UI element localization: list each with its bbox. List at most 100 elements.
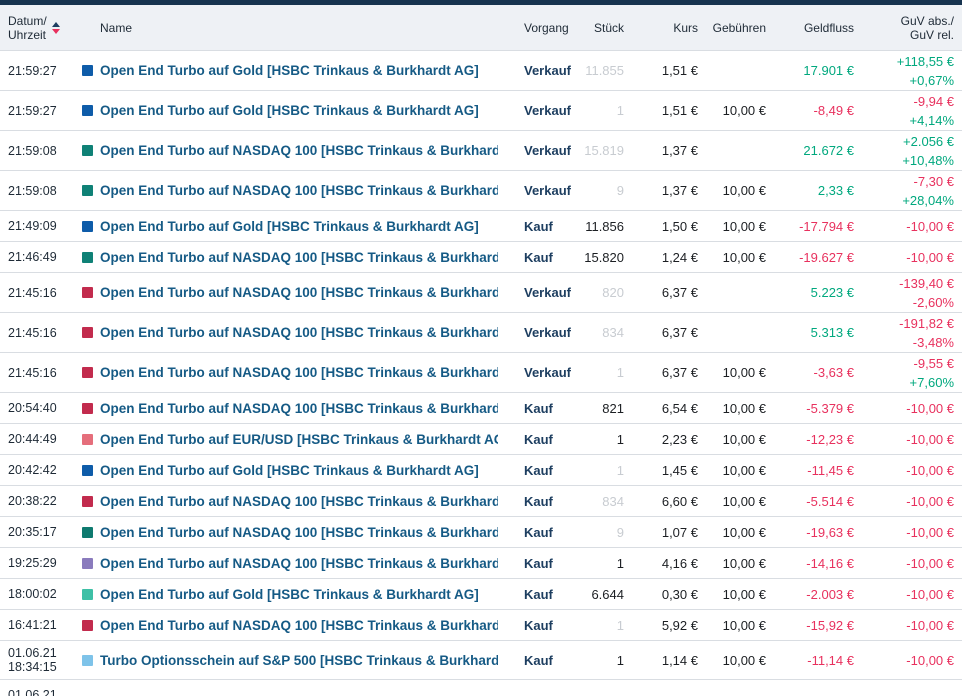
- price-value: 5,92 €: [661, 617, 698, 633]
- fees-value: 10,00 €: [722, 462, 766, 478]
- pnl-absolute: -10,00 €: [906, 586, 954, 602]
- instrument-cell[interactable]: Open End Turbo auf NASDAQ 100 [HSBC Trin…: [78, 494, 498, 509]
- price-value: 6,37 €: [661, 325, 698, 340]
- pnl-absolute: -10,00 €: [906, 249, 954, 265]
- price-value: 1,14 €: [661, 652, 698, 668]
- transaction-type: Kauf: [524, 218, 553, 234]
- column-header-geldfluss[interactable]: Geldfluss: [803, 20, 854, 35]
- instrument-cell[interactable]: Open End Turbo auf NASDAQ 100 [HSBC Trin…: [78, 143, 498, 158]
- quantity-value: 11.856: [585, 218, 624, 234]
- transactions-table-body: 21:59:27 Open End Turbo auf Gold [HSBC T…: [0, 51, 962, 696]
- price-value: 1,37 €: [661, 143, 698, 158]
- instrument-cell[interactable]: Open End Turbo auf NASDAQ 100 [HSBC Trin…: [78, 401, 498, 416]
- transaction-row[interactable]: 21:49:09 Open End Turbo auf Gold [HSBC T…: [0, 211, 962, 242]
- price-value: 1,24 €: [661, 249, 698, 265]
- pnl-cell: -7,30 € +28,04%: [856, 172, 962, 210]
- pnl-cell: -9,94 € +4,14%: [856, 92, 962, 130]
- instrument-color-icon: [82, 619, 93, 631]
- column-header-vorgang[interactable]: Vorgang: [524, 20, 569, 35]
- transaction-row[interactable]: 21:45:16 Open End Turbo auf NASDAQ 100 […: [0, 353, 962, 393]
- sort-descending-icon: [51, 28, 60, 34]
- instrument-cell[interactable]: Open End Turbo auf NASDAQ 100 [HSBC Trin…: [78, 618, 498, 633]
- pnl-absolute: -10,00 €: [906, 400, 954, 416]
- quantity-value: 1: [616, 555, 624, 571]
- quantity-value: 820: [602, 285, 624, 300]
- instrument-cell[interactable]: Open End Turbo auf NASDAQ 100 [HSBC Trin…: [78, 250, 498, 265]
- instrument-color-icon: [82, 402, 93, 414]
- instrument-cell[interactable]: Open End Turbo auf NASDAQ 100 [HSBC Trin…: [78, 556, 498, 571]
- transaction-type: Verkauf: [524, 285, 571, 300]
- instrument-color-icon: [82, 105, 93, 116]
- transaction-datetime: 20:54:40: [8, 401, 57, 415]
- column-header-guv[interactable]: GuV abs./GuV rel.: [900, 13, 954, 42]
- transaction-datetime: 01.06.21: [8, 688, 57, 696]
- instrument-cell[interactable]: Open End Turbo auf NASDAQ 100 [HSBC Trin…: [78, 325, 498, 340]
- instrument-color-icon: [82, 251, 93, 263]
- fees-value: 10,00 €: [722, 652, 766, 668]
- transaction-row[interactable]: 20:38:22 Open End Turbo auf NASDAQ 100 […: [0, 486, 962, 517]
- transaction-row[interactable]: 20:44:49 Open End Turbo auf EUR/USD [HSB…: [0, 424, 962, 455]
- transaction-type: Verkauf: [524, 103, 571, 118]
- column-header-kurs[interactable]: Kurs: [673, 20, 698, 35]
- transaction-type: Kauf: [524, 524, 553, 540]
- column-header-name[interactable]: Name: [100, 20, 133, 35]
- cashflow-value: -14,16 €: [806, 555, 854, 571]
- transaction-row[interactable]: 20:35:17 Open End Turbo auf NASDAQ 100 […: [0, 517, 962, 548]
- instrument-cell[interactable]: Open End Turbo auf Gold [HSBC Trinkaus &…: [78, 103, 498, 118]
- quantity-value: 1: [616, 617, 624, 633]
- column-header-gebuehren[interactable]: Gebühren: [712, 20, 766, 35]
- pnl-absolute: -9,55 €: [913, 355, 954, 371]
- transaction-row[interactable]: 21:45:16 Open End Turbo auf NASDAQ 100 […: [0, 273, 962, 313]
- transaction-type: Verkauf: [524, 325, 571, 340]
- column-header-datum-uhrzeit[interactable]: Datum/Uhrzeit: [0, 14, 78, 42]
- instrument-name: Open End Turbo auf EUR/USD [HSBC Trinkau…: [100, 431, 498, 447]
- instrument-name: Open End Turbo auf NASDAQ 100 [HSBC Trin…: [100, 325, 498, 340]
- pnl-cell: -191,82 € -3,48%: [856, 314, 962, 352]
- quantity-value: 15.820: [584, 249, 624, 265]
- transaction-row[interactable]: 21:59:08 Open End Turbo auf NASDAQ 100 […: [0, 131, 962, 171]
- instrument-cell[interactable]: Open End Turbo auf NASDAQ 100 [HSBC Trin…: [78, 183, 498, 198]
- pnl-cell: -139,40 € -2,60%: [856, 274, 962, 312]
- transaction-row[interactable]: 20:42:42 Open End Turbo auf Gold [HSBC T…: [0, 455, 962, 486]
- instrument-cell[interactable]: Open End Turbo auf NASDAQ 100 [HSBC Trin…: [78, 365, 498, 380]
- pnl-cell: -10,00 €: [856, 651, 962, 670]
- transaction-row[interactable]: 18:00:02 Open End Turbo auf Gold [HSBC T…: [0, 579, 962, 610]
- instrument-name: Open End Turbo auf NASDAQ 100 [HSBC Trin…: [100, 555, 498, 571]
- pnl-relative: +7,60%: [909, 374, 954, 390]
- instrument-cell[interactable]: Turbo Optionsschein auf S&P 500 [HSBC Tr…: [78, 653, 498, 668]
- instrument-cell[interactable]: Open End Turbo auf Gold [HSBC Trinkaus &…: [78, 587, 498, 602]
- transaction-row[interactable]: 01.06.21 18:34:15 Turbo Optionsschein auf…: [0, 641, 962, 680]
- instrument-name: Open End Turbo auf Gold [HSBC Trinkaus &…: [100, 218, 479, 234]
- sort-icon[interactable]: [51, 21, 60, 34]
- transaction-type: Kauf: [524, 652, 553, 668]
- transaction-row[interactable]: 19:25:29 Open End Turbo auf NASDAQ 100 […: [0, 548, 962, 579]
- transaction-row[interactable]: 21:59:08 Open End Turbo auf NASDAQ 100 […: [0, 171, 962, 211]
- quantity-value: 6.644: [591, 586, 624, 602]
- transaction-row[interactable]: 01.06.21: [0, 680, 962, 696]
- instrument-name: Open End Turbo auf NASDAQ 100 [HSBC Trin…: [100, 617, 498, 633]
- transaction-row[interactable]: 16:41:21 Open End Turbo auf NASDAQ 100 […: [0, 610, 962, 641]
- transaction-row[interactable]: 21:45:16 Open End Turbo auf NASDAQ 100 […: [0, 313, 962, 353]
- instrument-cell[interactable]: Open End Turbo auf Gold [HSBC Trinkaus &…: [78, 63, 498, 78]
- pnl-cell: +2.056 € +10,48%: [856, 132, 962, 170]
- price-value: 1,45 €: [661, 462, 698, 478]
- instrument-cell[interactable]: Open End Turbo auf NASDAQ 100 [HSBC Trin…: [78, 285, 498, 300]
- instrument-name: Open End Turbo auf Gold [HSBC Trinkaus &…: [100, 586, 479, 602]
- quantity-value: 11.855: [585, 63, 624, 78]
- pnl-relative: +28,04%: [902, 192, 954, 208]
- transaction-row[interactable]: 21:59:27 Open End Turbo auf Gold [HSBC T…: [0, 91, 962, 131]
- instrument-cell[interactable]: Open End Turbo auf Gold [HSBC Trinkaus &…: [78, 219, 498, 234]
- transaction-row[interactable]: 21:46:49 Open End Turbo auf NASDAQ 100 […: [0, 242, 962, 273]
- pnl-cell: -10,00 €: [856, 616, 962, 635]
- instrument-cell[interactable]: Open End Turbo auf EUR/USD [HSBC Trinkau…: [78, 432, 498, 447]
- transaction-row[interactable]: 20:54:40 Open End Turbo auf NASDAQ 100 […: [0, 393, 962, 424]
- table-header: Datum/Uhrzeit Name Vorgang Stück Kurs Ge…: [0, 5, 962, 51]
- column-header-stueck[interactable]: Stück: [593, 20, 624, 35]
- cashflow-value: -5.379 €: [806, 400, 854, 416]
- transaction-datetime: 21:59:08: [8, 143, 57, 158]
- price-value: 6,37 €: [661, 285, 698, 300]
- transaction-datetime: 21:49:09: [8, 219, 57, 233]
- instrument-cell[interactable]: Open End Turbo auf Gold [HSBC Trinkaus &…: [78, 463, 498, 478]
- transaction-row[interactable]: 21:59:27 Open End Turbo auf Gold [HSBC T…: [0, 51, 962, 91]
- instrument-cell[interactable]: Open End Turbo auf NASDAQ 100 [HSBC Trin…: [78, 525, 498, 540]
